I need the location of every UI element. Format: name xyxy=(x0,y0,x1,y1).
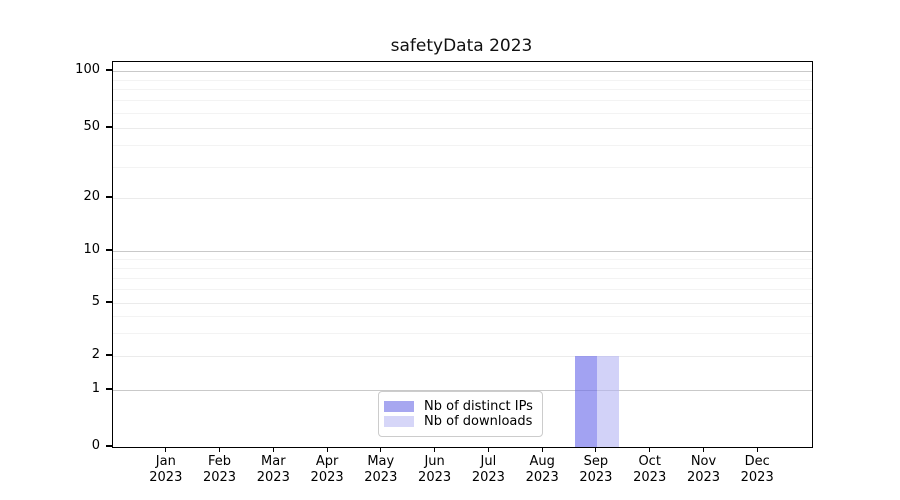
x-tick-month: Dec xyxy=(744,454,770,469)
x-tick-label-apr: Apr 2023 xyxy=(295,454,359,486)
x-tick-year: 2023 xyxy=(633,470,667,485)
gridline-minor-6 xyxy=(113,289,812,291)
x-tick-year: 2023 xyxy=(525,470,559,485)
x-tick-month: Aug xyxy=(529,454,555,469)
x-tick-year: 2023 xyxy=(418,470,452,485)
x-tick-mark-sep xyxy=(595,447,597,452)
x-tick-year: 2023 xyxy=(579,470,613,485)
gridline-minor-90 xyxy=(113,79,812,81)
legend-swatch-downloads xyxy=(384,416,414,427)
x-tick-month: Nov xyxy=(690,454,717,469)
y-tick-label-1: 1 xyxy=(91,381,100,396)
bar-sep-distinct-ips xyxy=(575,356,597,447)
gridline-1 xyxy=(113,390,812,391)
y-tick-label-20: 20 xyxy=(83,189,100,204)
x-tick-label-may: May 2023 xyxy=(349,454,413,486)
y-tick-mark-2 xyxy=(106,354,112,356)
y-tick-label-100: 100 xyxy=(75,62,100,77)
y-tick-label-2: 2 xyxy=(91,347,100,362)
x-tick-month: Jan xyxy=(155,454,176,469)
x-tick-year: 2023 xyxy=(471,470,505,485)
y-tick-label-0: 0 xyxy=(91,438,100,453)
gridline-20 xyxy=(113,198,812,199)
x-tick-mark-jul xyxy=(487,447,489,452)
gridline-minor-7 xyxy=(113,277,812,279)
y-tick-mark-1 xyxy=(106,388,112,390)
x-tick-mark-jan xyxy=(165,447,167,452)
x-tick-label-jun: Jun 2023 xyxy=(403,454,467,486)
x-tick-label-dec: Dec 2023 xyxy=(725,454,789,486)
x-tick-mark-apr xyxy=(326,447,328,452)
x-tick-label-jan: Jan 2023 xyxy=(134,454,198,486)
x-tick-label-nov: Nov 2023 xyxy=(672,454,736,486)
x-tick-mark-jun xyxy=(434,447,436,452)
legend-item-distinct-ips: Nb of distinct IPs xyxy=(384,399,534,414)
x-tick-year: 2023 xyxy=(202,470,237,485)
x-tick-year: 2023 xyxy=(686,470,721,485)
legend-item-downloads: Nb of downloads xyxy=(384,414,534,429)
legend: Nb of distinct IPs Nb of downloads xyxy=(378,391,543,437)
x-tick-month: Sep xyxy=(583,454,609,469)
bar-sep-downloads xyxy=(596,356,619,447)
x-tick-month: May xyxy=(367,454,395,469)
legend-swatch-distinct-ips xyxy=(384,401,414,412)
gridline-minor-70 xyxy=(113,100,812,102)
x-tick-month: Oct xyxy=(638,454,661,469)
gridline-minor-4 xyxy=(113,315,812,317)
x-tick-mark-mar xyxy=(272,447,274,452)
x-tick-month: Feb xyxy=(207,454,232,469)
gridline-minor-40 xyxy=(113,145,812,146)
y-tick-mark-5 xyxy=(106,301,112,303)
x-tick-mark-oct xyxy=(649,447,651,452)
legend-label-distinct-ips: Nb of distinct IPs xyxy=(424,399,533,414)
legend-label-downloads: Nb of downloads xyxy=(424,414,533,429)
x-tick-label-feb: Feb 2023 xyxy=(188,454,252,486)
x-tick-year: 2023 xyxy=(740,470,774,485)
x-tick-label-oct: Oct 2023 xyxy=(618,454,682,486)
y-tick-label-10: 10 xyxy=(83,242,100,257)
gridline-minor-80 xyxy=(113,89,812,91)
y-tick-label-5: 5 xyxy=(91,294,100,309)
x-tick-mark-may xyxy=(380,447,382,452)
x-tick-label-jul: Jul 2023 xyxy=(456,454,520,486)
gridline-minor-8 xyxy=(113,267,812,269)
x-tick-label-sep: Sep 2023 xyxy=(564,454,628,486)
gridline-10 xyxy=(113,251,812,252)
gridline-minor-60 xyxy=(113,113,812,114)
y-tick-mark-100 xyxy=(106,69,112,71)
y-tick-mark-0 xyxy=(106,445,112,447)
y-tick-mark-20 xyxy=(106,196,112,198)
x-tick-month: Jun xyxy=(424,454,445,469)
x-tick-month: Apr xyxy=(315,454,339,469)
chart-title: safetyData 2023 xyxy=(390,36,533,56)
x-tick-label-aug: Aug 2023 xyxy=(510,454,574,486)
x-tick-mark-nov xyxy=(702,447,705,452)
x-tick-year: 2023 xyxy=(256,470,290,485)
y-tick-mark-10 xyxy=(106,249,112,251)
x-tick-month: Jul xyxy=(480,454,497,469)
y-tick-label-50: 50 xyxy=(83,119,100,134)
gridline-minor-3 xyxy=(113,332,812,334)
x-tick-mark-dec xyxy=(756,447,758,452)
x-tick-mark-aug xyxy=(541,447,543,452)
y-tick-mark-50 xyxy=(106,126,112,128)
gridline-2 xyxy=(113,356,812,357)
x-tick-year: 2023 xyxy=(149,470,183,485)
gridline-minor-9 xyxy=(113,258,812,260)
x-tick-mark-feb xyxy=(218,447,221,452)
gridline-minor-30 xyxy=(113,167,812,168)
x-tick-label-mar: Mar 2023 xyxy=(241,454,305,486)
gridline-50 xyxy=(113,128,812,129)
x-tick-year: 2023 xyxy=(364,470,398,485)
gridline-100 xyxy=(113,71,812,72)
x-tick-year: 2023 xyxy=(310,470,344,485)
x-tick-month: Mar xyxy=(261,454,286,469)
plot-area xyxy=(112,61,813,448)
gridline-5 xyxy=(113,303,812,304)
